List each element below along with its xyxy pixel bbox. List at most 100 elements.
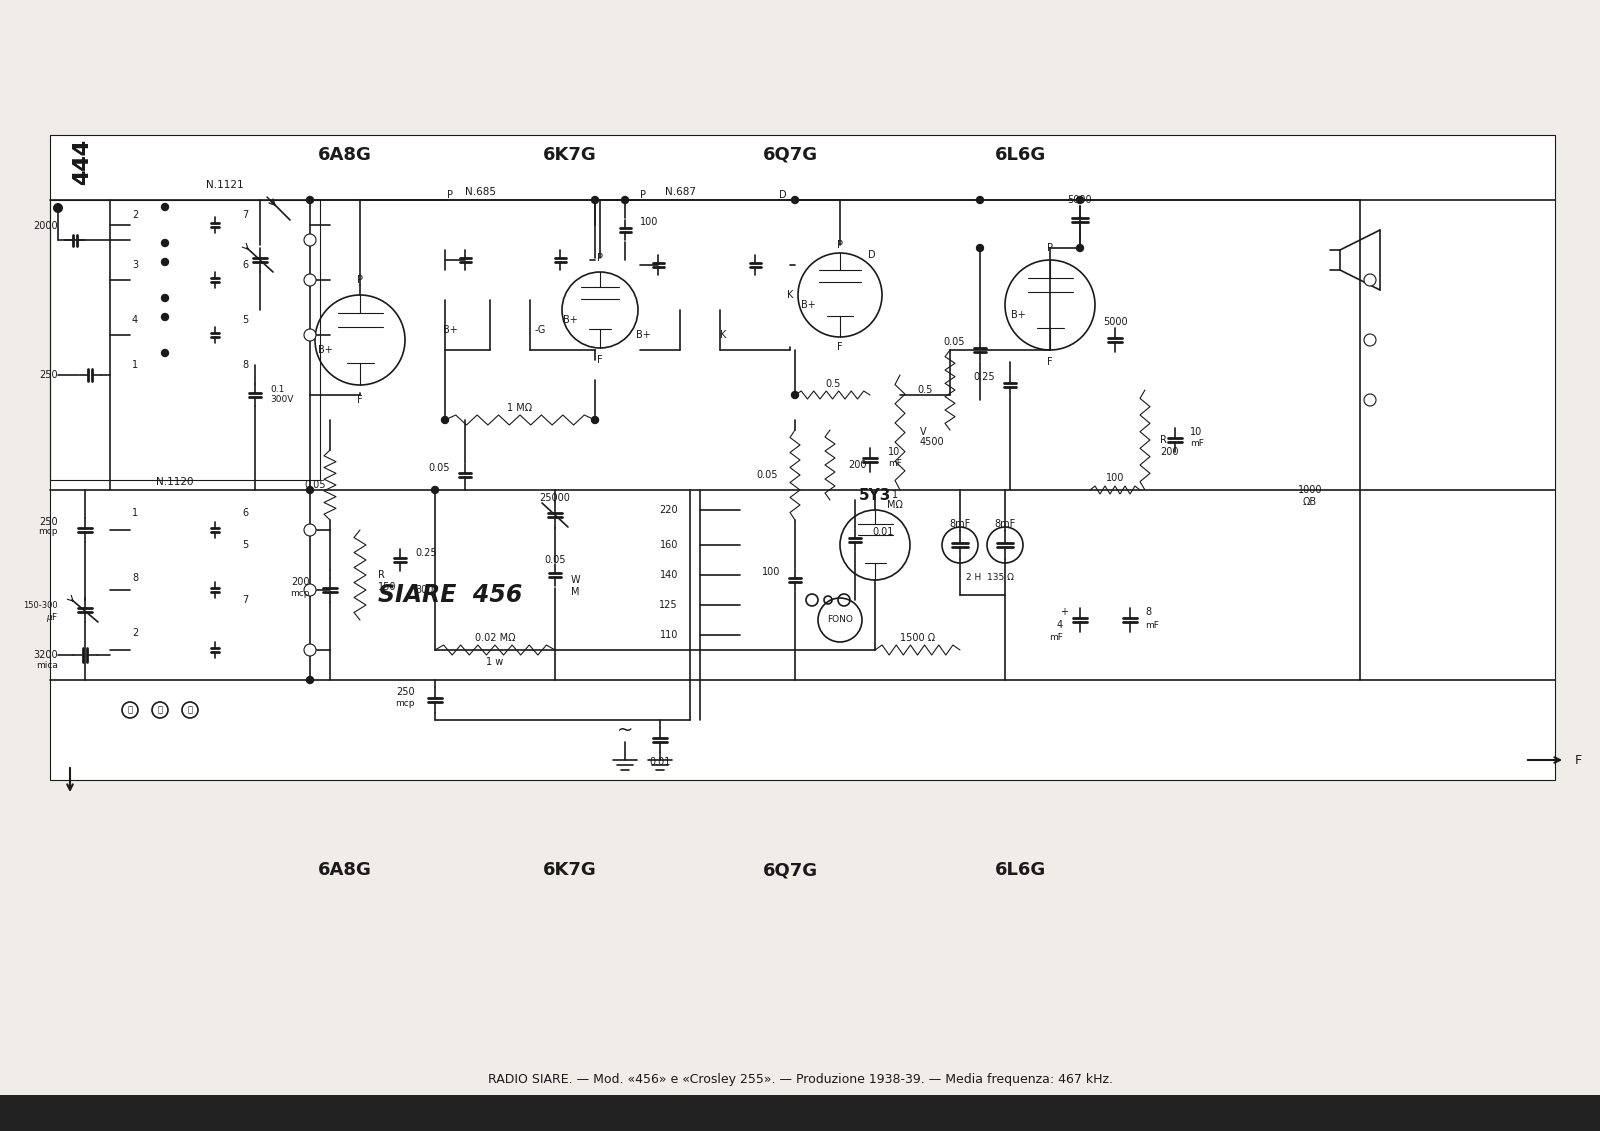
Text: D: D: [779, 190, 787, 200]
Circle shape: [307, 676, 314, 683]
Text: N.687: N.687: [664, 187, 696, 197]
Text: FONO: FONO: [827, 615, 853, 624]
Text: 0.01: 0.01: [872, 527, 893, 537]
Circle shape: [976, 197, 984, 204]
Text: 0.25: 0.25: [414, 549, 437, 558]
Text: mcp: mcp: [38, 527, 58, 536]
Text: 5: 5: [242, 539, 248, 550]
Circle shape: [304, 584, 317, 596]
Text: MΩ: MΩ: [886, 500, 902, 510]
Text: 10: 10: [1190, 428, 1202, 437]
Text: 0.05: 0.05: [544, 555, 566, 566]
Circle shape: [53, 202, 62, 213]
Circle shape: [162, 259, 168, 266]
Text: F: F: [837, 342, 843, 352]
Text: 200: 200: [1160, 447, 1179, 457]
Text: N.1121: N.1121: [206, 180, 243, 190]
Text: B+: B+: [800, 300, 816, 310]
Text: W: W: [570, 575, 579, 585]
Text: 250: 250: [397, 687, 414, 697]
Text: B+: B+: [318, 345, 333, 355]
Text: F: F: [597, 355, 603, 365]
Text: 100: 100: [762, 567, 781, 577]
Text: 8mF: 8mF: [949, 519, 971, 529]
Text: D: D: [869, 250, 875, 260]
Text: 0.05: 0.05: [944, 337, 965, 347]
Text: P: P: [837, 240, 843, 250]
Text: mF: mF: [888, 459, 902, 468]
Circle shape: [1363, 334, 1376, 346]
Text: R: R: [1160, 435, 1166, 444]
Circle shape: [976, 244, 984, 251]
Text: 4500: 4500: [920, 437, 944, 447]
Text: mF: mF: [1146, 621, 1158, 630]
Text: ~: ~: [618, 720, 634, 740]
Text: 8: 8: [1146, 607, 1150, 618]
Text: P: P: [446, 190, 453, 200]
Text: M: M: [571, 587, 579, 597]
Text: 300: 300: [414, 585, 434, 595]
Circle shape: [1077, 244, 1083, 251]
Text: B+: B+: [443, 325, 458, 335]
Text: mF: mF: [1190, 440, 1203, 449]
Text: 3: 3: [131, 260, 138, 270]
Circle shape: [304, 524, 317, 536]
Text: F: F: [1046, 357, 1053, 366]
Text: 6L6G: 6L6G: [994, 146, 1046, 164]
Text: 5Y3: 5Y3: [859, 487, 891, 502]
Text: 2 H  135 Ω: 2 H 135 Ω: [966, 573, 1014, 582]
Text: 1: 1: [131, 360, 138, 370]
Circle shape: [592, 197, 598, 204]
Bar: [1240, 200, 1360, 490]
Text: RADIO SIARE. — Mod. «456» e «Crosley 255». — Produzione 1938-39. — Media frequen: RADIO SIARE. — Mod. «456» e «Crosley 255…: [488, 1073, 1112, 1087]
Text: 1 MΩ: 1 MΩ: [507, 403, 533, 413]
Circle shape: [1077, 197, 1083, 204]
Text: B+: B+: [635, 330, 650, 340]
Text: mcp: mcp: [291, 589, 310, 598]
Text: 0.01: 0.01: [650, 757, 670, 767]
Text: 6K7G: 6K7G: [542, 861, 597, 879]
Circle shape: [432, 486, 438, 493]
Text: 7: 7: [242, 210, 248, 221]
Text: 6K7G: 6K7G: [542, 146, 597, 164]
Text: 8mF: 8mF: [994, 519, 1016, 529]
Text: K: K: [787, 290, 794, 300]
Circle shape: [162, 240, 168, 247]
Text: 6: 6: [242, 260, 248, 270]
Circle shape: [442, 416, 448, 423]
Bar: [1101, 200, 1200, 490]
Text: 0.05: 0.05: [429, 463, 450, 473]
Circle shape: [592, 416, 598, 423]
Text: 160: 160: [659, 539, 678, 550]
Text: 1: 1: [131, 508, 138, 518]
Text: 100: 100: [640, 217, 658, 227]
Bar: [50, 200, 320, 480]
Text: 250: 250: [40, 517, 58, 527]
Text: 110: 110: [659, 630, 678, 640]
Text: 1: 1: [891, 490, 898, 500]
Bar: [130, 190, 310, 365]
Text: Ⓔ: Ⓔ: [187, 706, 192, 715]
Text: 1 w: 1 w: [486, 657, 504, 667]
Text: +: +: [1059, 607, 1069, 618]
Text: 1000: 1000: [1298, 485, 1322, 495]
Circle shape: [162, 313, 168, 320]
Text: 3200: 3200: [34, 650, 58, 661]
Bar: [640, 200, 790, 330]
Text: 444: 444: [72, 139, 93, 185]
Circle shape: [621, 197, 629, 204]
Text: 150: 150: [378, 582, 397, 592]
Text: Ⓐ: Ⓐ: [128, 706, 133, 715]
Text: 250: 250: [40, 370, 58, 380]
Text: 200: 200: [291, 577, 310, 587]
Text: 140: 140: [659, 570, 678, 580]
Text: P: P: [357, 275, 363, 285]
Text: 125: 125: [659, 601, 678, 610]
Text: 6Q7G: 6Q7G: [763, 861, 818, 879]
Circle shape: [1363, 394, 1376, 406]
Text: 0.02 MΩ: 0.02 MΩ: [475, 633, 515, 644]
Text: 5000: 5000: [1067, 195, 1093, 205]
Text: 2: 2: [131, 628, 138, 638]
Text: K: K: [720, 330, 726, 340]
Text: 0.25: 0.25: [973, 372, 995, 382]
